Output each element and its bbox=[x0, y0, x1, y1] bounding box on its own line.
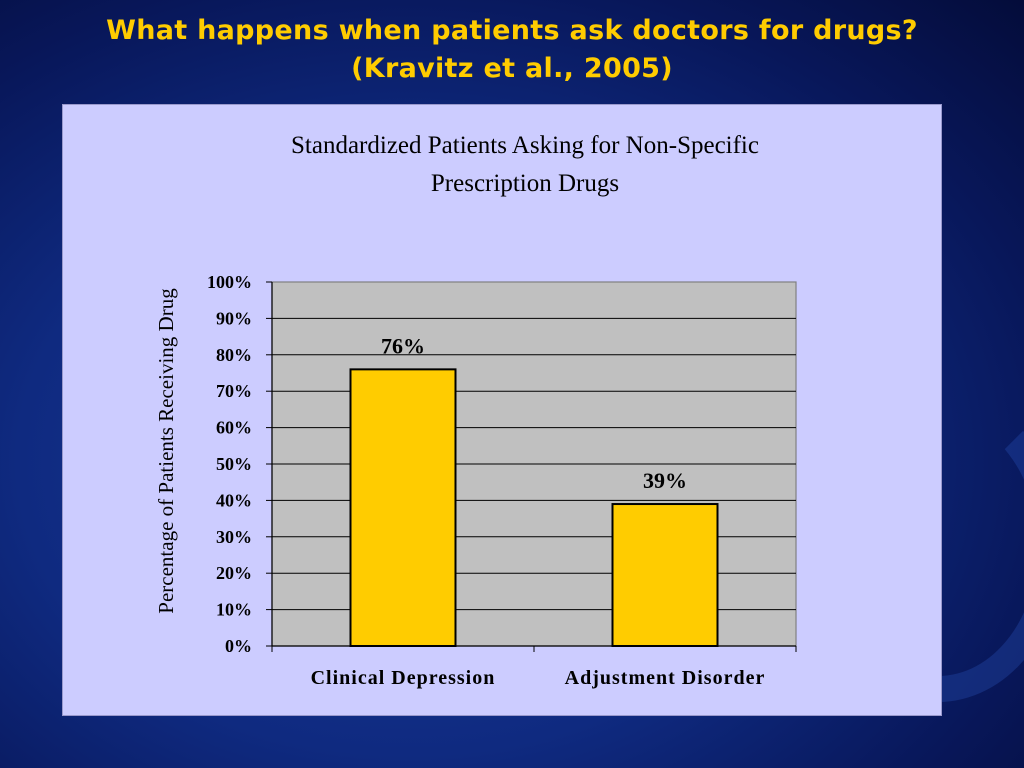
slide-title: What happens when patients ask doctors f… bbox=[0, 12, 1024, 88]
y-tick-label: 60% bbox=[216, 418, 252, 438]
plot-area: 0% 10% 20% 30% 40% 50% 60% 70% 80% 90% 100% 76% Clin… bbox=[207, 272, 797, 689]
bar bbox=[349, 368, 457, 647]
bar bbox=[611, 503, 719, 648]
x-category-label: Clinical Depression bbox=[311, 667, 496, 689]
y-tick-label: 90% bbox=[216, 308, 252, 328]
y-axis-label: Percentage of Patients Receiving Drug bbox=[154, 288, 178, 614]
y-tick-label: 30% bbox=[216, 527, 252, 547]
y-tick-label: 100% bbox=[207, 272, 252, 292]
slide-title-line-2: (Kravitz et al., 2005) bbox=[351, 53, 673, 84]
y-tick-label: 50% bbox=[216, 454, 252, 474]
y-tick-label: 80% bbox=[216, 345, 252, 365]
data-label: 76% bbox=[381, 333, 425, 358]
y-tick-label: 0% bbox=[225, 636, 252, 656]
x-category-label: Adjustment Disorder bbox=[565, 667, 766, 689]
y-tick-label: 10% bbox=[216, 600, 252, 620]
y-tick-label: 40% bbox=[216, 490, 252, 510]
chart-panel: Standardized Patients Asking for Non-Spe… bbox=[62, 104, 942, 716]
bar-chart: Standardized Patients Asking for Non-Spe… bbox=[154, 132, 797, 689]
slide-title-line-1: What happens when patients ask doctors f… bbox=[106, 15, 918, 46]
chart-title-line-2: Prescription Drugs bbox=[431, 170, 619, 197]
y-tick-label: 20% bbox=[216, 563, 252, 583]
y-tick-label: 70% bbox=[216, 381, 252, 401]
chart-title-line-1: Standardized Patients Asking for Non-Spe… bbox=[291, 132, 759, 159]
data-label: 39% bbox=[643, 468, 687, 493]
